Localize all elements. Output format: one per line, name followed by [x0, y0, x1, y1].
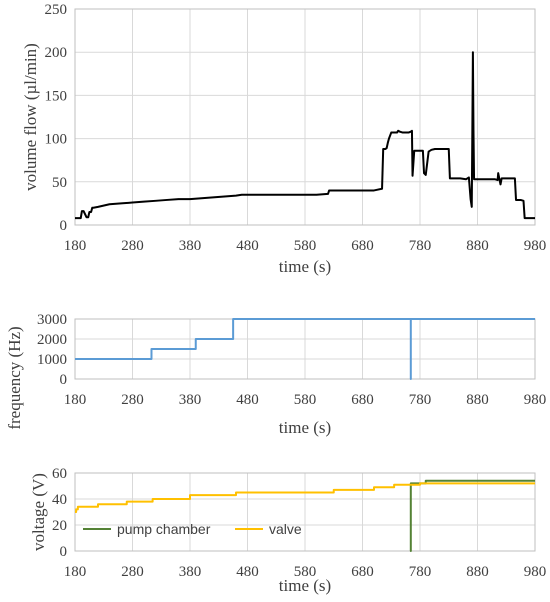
x-tick-label: 380	[179, 564, 202, 580]
legend-label: valve	[269, 521, 302, 537]
y-tick-label: 3000	[37, 312, 67, 328]
x-tick-label: 180	[64, 564, 87, 580]
x-axis-label: time (s)	[279, 257, 331, 276]
x-tick-label: 980	[524, 392, 547, 408]
legend-label: pump chamber	[117, 521, 211, 537]
x-tick-label: 980	[524, 238, 547, 254]
x-tick-label: 680	[351, 392, 374, 408]
voltage-chart: 180 280 380 480 580 680 780 880 980 0 20 40 60 time (…	[29, 466, 546, 595]
x-tick-label: 480	[236, 238, 259, 254]
x-tick-label: 580	[294, 564, 317, 580]
y-tick-label: 20	[52, 518, 67, 534]
x-tick-label: 680	[351, 238, 374, 254]
series-line	[75, 318, 535, 380]
x-tick-label: 880	[466, 392, 489, 408]
x-tick-label: 180	[64, 238, 87, 254]
y-axis-label: voltage (V)	[29, 473, 48, 551]
y-tick-label: 200	[45, 45, 68, 61]
frequency-chart: 180 280 380 480 580 680 780 880 980 0 1000 2000 3000…	[5, 312, 546, 437]
y-tick-label: 0	[60, 372, 68, 388]
x-tick-label: 880	[466, 238, 489, 254]
y-tick-label: 250	[45, 2, 68, 18]
x-tick-label: 680	[351, 564, 374, 580]
x-tick-label: 580	[294, 392, 317, 408]
y-tick-label: 60	[52, 466, 67, 482]
y-tick-label: 0	[60, 544, 68, 560]
volume-flow-chart: 180 280 380 480 580 680 780 880 980 0 50 100 150 200 2…	[21, 2, 546, 276]
x-tick-label: 880	[466, 564, 489, 580]
y-tick-label: 0	[60, 218, 68, 234]
x-tick-label: 780	[409, 238, 432, 254]
x-tick-label: 280	[121, 392, 144, 408]
x-tick-label: 380	[179, 392, 202, 408]
x-tick-label: 580	[294, 238, 317, 254]
valve-line	[75, 482, 535, 513]
x-tick-label: 780	[409, 392, 432, 408]
x-tick-label: 480	[236, 392, 259, 408]
x-axis-label: time (s)	[279, 576, 331, 595]
plot-frame	[74, 8, 536, 226]
x-tick-label: 280	[121, 564, 144, 580]
y-tick-label: 50	[52, 175, 67, 191]
x-tick-label: 480	[236, 564, 259, 580]
y-axis-label: frequency (Hz)	[5, 326, 24, 429]
series-line	[75, 51, 535, 220]
y-tick-label: 40	[52, 492, 67, 508]
x-tick-label: 780	[409, 564, 432, 580]
y-tick-label: 1000	[37, 352, 67, 368]
pump-chamber-line	[409, 479, 535, 552]
x-tick-label: 280	[121, 238, 144, 254]
y-tick-label: 100	[45, 132, 68, 148]
y-axis-label: volume flow (µl/min)	[21, 43, 40, 191]
x-tick-label: 980	[524, 564, 547, 580]
y-tick-label: 150	[45, 88, 68, 104]
x-axis-label: time (s)	[279, 418, 331, 437]
x-tick-label: 380	[179, 238, 202, 254]
x-tick-label: 180	[64, 392, 87, 408]
y-tick-label: 2000	[37, 332, 67, 348]
